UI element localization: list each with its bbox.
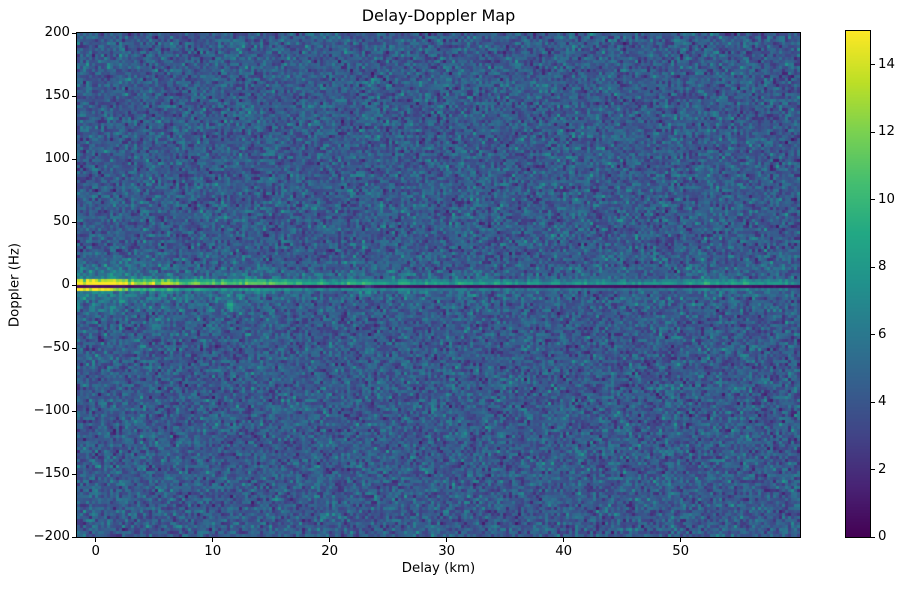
colorbar-tick-mark [871,131,875,133]
y-tick-mark [72,473,76,475]
colorbar-tick-label: 14 [878,56,895,72]
colorbar-tick-label: 6 [878,326,887,342]
chart-title: Delay-Doppler Map [361,6,516,25]
colorbar-tick-label: 0 [878,529,887,544]
colorbar-tick-mark [871,199,875,201]
colorbar-tick-mark [871,64,875,66]
x-tick-label: 30 [438,544,456,559]
x-tick-label: 20 [321,544,339,559]
y-tick-mark [72,32,76,34]
y-tick-label: 100 [44,151,70,166]
colorbar-tick-mark [871,401,875,403]
colorbar-tick-label: 12 [878,124,895,140]
x-tick-mark [446,538,448,542]
colorbar-tick-mark [871,266,875,268]
x-tick-mark [212,538,214,542]
y-axis-label: Doppler (Hz) [7,242,23,328]
y-tick-label: 200 [44,25,70,40]
colorbar-canvas [846,31,870,537]
y-tick-label: −100 [33,403,70,418]
colorbar-tick-label: 4 [878,394,887,410]
colorbar-tick-mark [871,334,875,336]
x-tick-mark [95,538,97,542]
colorbar-tick-label: 10 [878,191,895,207]
y-tick-mark [72,95,76,97]
y-tick-label: −150 [33,466,70,481]
y-tick-mark [72,347,76,349]
y-tick-mark [72,158,76,160]
colorbar-tick-label: 2 [878,461,887,477]
y-tick-label: −200 [33,529,70,544]
y-tick-mark [72,536,76,538]
x-axis-label: Delay (km) [401,561,476,576]
colorbar-tick-mark [871,536,875,538]
x-tick-mark [329,538,331,542]
y-tick-mark [72,221,76,223]
colorbar-tick-label: 8 [878,259,887,275]
y-tick-mark [72,410,76,412]
y-tick-mark [72,284,76,286]
y-tick-label: 50 [53,214,70,229]
x-tick-label: 50 [672,544,690,559]
x-tick-label: 40 [555,544,573,559]
y-tick-label: 0 [61,277,70,292]
colorbar-tick-mark [871,469,875,471]
heatmap-canvas [77,33,800,537]
x-tick-label: 0 [91,544,100,559]
x-tick-label: 10 [204,544,222,559]
x-tick-mark [680,538,682,542]
y-tick-label: −50 [41,340,70,355]
x-tick-mark [563,538,565,542]
y-tick-label: 150 [44,88,70,103]
